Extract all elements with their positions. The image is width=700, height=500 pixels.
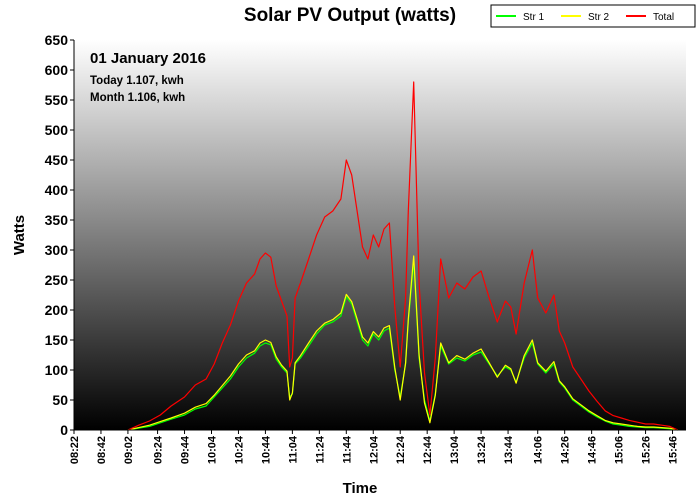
y-tick-label: 400 [45, 182, 69, 198]
y-tick-label: 200 [45, 302, 69, 318]
x-tick-label: 15:46 [668, 436, 680, 464]
series-line-str-2 [127, 255, 679, 431]
today-energy-annotation: Today 1.107, kwh [90, 75, 184, 87]
y-tick-label: 50 [52, 392, 68, 408]
x-tick-label: 10:44 [260, 435, 272, 464]
x-tick-label: 14:46 [587, 436, 599, 464]
x-tick-label: 11:04 [287, 435, 299, 463]
y-tick-label: 550 [45, 92, 69, 108]
x-axis-title: Time [343, 480, 378, 497]
x-tick-label: 13:44 [503, 435, 515, 464]
y-tick-label: 250 [45, 272, 69, 288]
y-tick-label: 300 [45, 242, 69, 258]
legend-label-str2: Str 2 [588, 12, 610, 23]
x-tick-label: 14:06 [533, 436, 545, 464]
x-tick-label: 08:22 [69, 436, 81, 464]
y-tick-label: 350 [45, 212, 69, 228]
month-energy-annotation: Month 1.106, kwh [90, 92, 185, 104]
y-tick-label: 500 [45, 122, 69, 138]
x-tick-label: 11:24 [314, 435, 326, 463]
legend-box [490, 4, 696, 28]
x-tick-label: 10:24 [233, 435, 245, 464]
chart-title: Solar PV Output (watts) [244, 5, 456, 26]
x-tick-label: 10:04 [206, 435, 218, 464]
x-tick-label: 08:42 [96, 436, 108, 464]
x-tick-label: 14:26 [560, 436, 572, 464]
legend-label-str1: Str 1 [523, 12, 545, 23]
series-layer [127, 81, 679, 431]
x-tick-label: 09:44 [180, 435, 192, 464]
y-tick-label: 0 [60, 422, 68, 438]
y-tick-label: 450 [45, 152, 69, 168]
series-line-total [127, 81, 679, 431]
x-tick-label: 12:04 [368, 435, 380, 464]
y-tick-label: 150 [45, 332, 69, 348]
y-tick-label: 650 [45, 32, 69, 48]
x-tick-label: 13:04 [449, 435, 461, 464]
plot-area [74, 40, 686, 430]
y-tick-label: 100 [45, 362, 69, 378]
x-tick-label: 12:44 [422, 435, 434, 464]
x-tick-label: 15:06 [614, 436, 626, 464]
x-tick-label: 13:24 [476, 435, 488, 464]
x-tick-label: 09:24 [153, 435, 165, 464]
legend: Str 1 Str 2 Total [490, 4, 696, 28]
y-axis-title: Watts [11, 215, 28, 255]
y-tick-label: 600 [45, 62, 69, 78]
x-tick-label: 12:24 [395, 435, 407, 464]
x-tick-label: 11:44 [341, 435, 353, 463]
date-annotation: 01 January 2016 [90, 50, 206, 67]
x-tick-label: 15:26 [641, 436, 653, 464]
y-axis-ticks: 0 50 100 150 200 250 300 350 400 450 500 550 600 650 [45, 32, 74, 438]
x-tick-label: 09:02 [123, 436, 135, 464]
x-axis-ticks: 08:22 08:42 09:02 09:24 09:44 10:04 10:24 10:44… [69, 430, 680, 464]
legend-label-total: Total [653, 12, 674, 23]
